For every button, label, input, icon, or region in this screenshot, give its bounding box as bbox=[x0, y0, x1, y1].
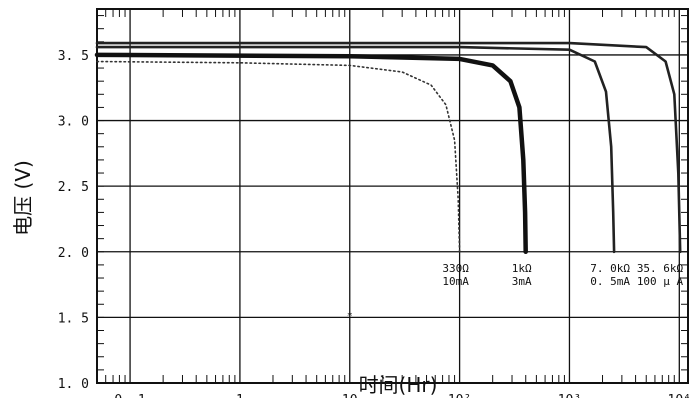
y-tick-label: 1. 0 bbox=[58, 377, 89, 392]
stray-mark: * bbox=[347, 311, 353, 322]
y-tick-label: 3. 5 bbox=[58, 49, 89, 64]
discharge-curve-3 bbox=[95, 45, 616, 254]
y-tick-labels: 1. 0 1. 5 2. 0 2. 5 3. 0 3. 5 bbox=[58, 49, 89, 392]
curve-label-current: 3mA bbox=[512, 275, 532, 288]
curve-label-resistance: 7. 0kΩ bbox=[590, 262, 630, 275]
minor-ticks bbox=[96, 9, 688, 383]
x-tick-label: 0. 1 bbox=[114, 393, 145, 398]
y-tick-label: 2. 0 bbox=[58, 246, 89, 261]
x-tick-label: 10² bbox=[448, 393, 471, 398]
curve-label-resistance: 1kΩ bbox=[512, 262, 532, 275]
y-axis-title: 电压 (V) bbox=[11, 160, 35, 236]
x-tick-label: 1 bbox=[236, 393, 244, 398]
y-tick-label: 2. 5 bbox=[58, 180, 89, 195]
curves: * bbox=[94, 41, 682, 322]
x-tick-label: 10³ bbox=[558, 393, 581, 398]
curve-label-resistance: 35. 6kΩ bbox=[637, 262, 684, 275]
discharge-curve-4 bbox=[95, 41, 682, 254]
discharge-curve-1 bbox=[96, 60, 461, 253]
x-tick-labels: 0. 1 1 10 10² 10³ 10⁴ bbox=[114, 393, 691, 398]
plot-frame bbox=[96, 8, 689, 384]
x-tick-label: 10⁴ bbox=[668, 393, 691, 398]
discharge-curve-2 bbox=[94, 52, 528, 255]
curve-label-resistance: 330Ω bbox=[442, 262, 469, 275]
curve-label-current: 0. 5mA bbox=[590, 275, 630, 288]
x-tick-label: 10 bbox=[342, 393, 358, 398]
y-tick-label: 1. 5 bbox=[58, 311, 89, 326]
grid bbox=[97, 9, 688, 384]
curve-label-current: 10mA bbox=[442, 275, 469, 288]
x-axis-title: 时间(Hr) bbox=[359, 373, 438, 397]
y-tick-label: 3. 0 bbox=[58, 115, 89, 130]
curve-label-current: 100 μ A bbox=[637, 275, 684, 288]
